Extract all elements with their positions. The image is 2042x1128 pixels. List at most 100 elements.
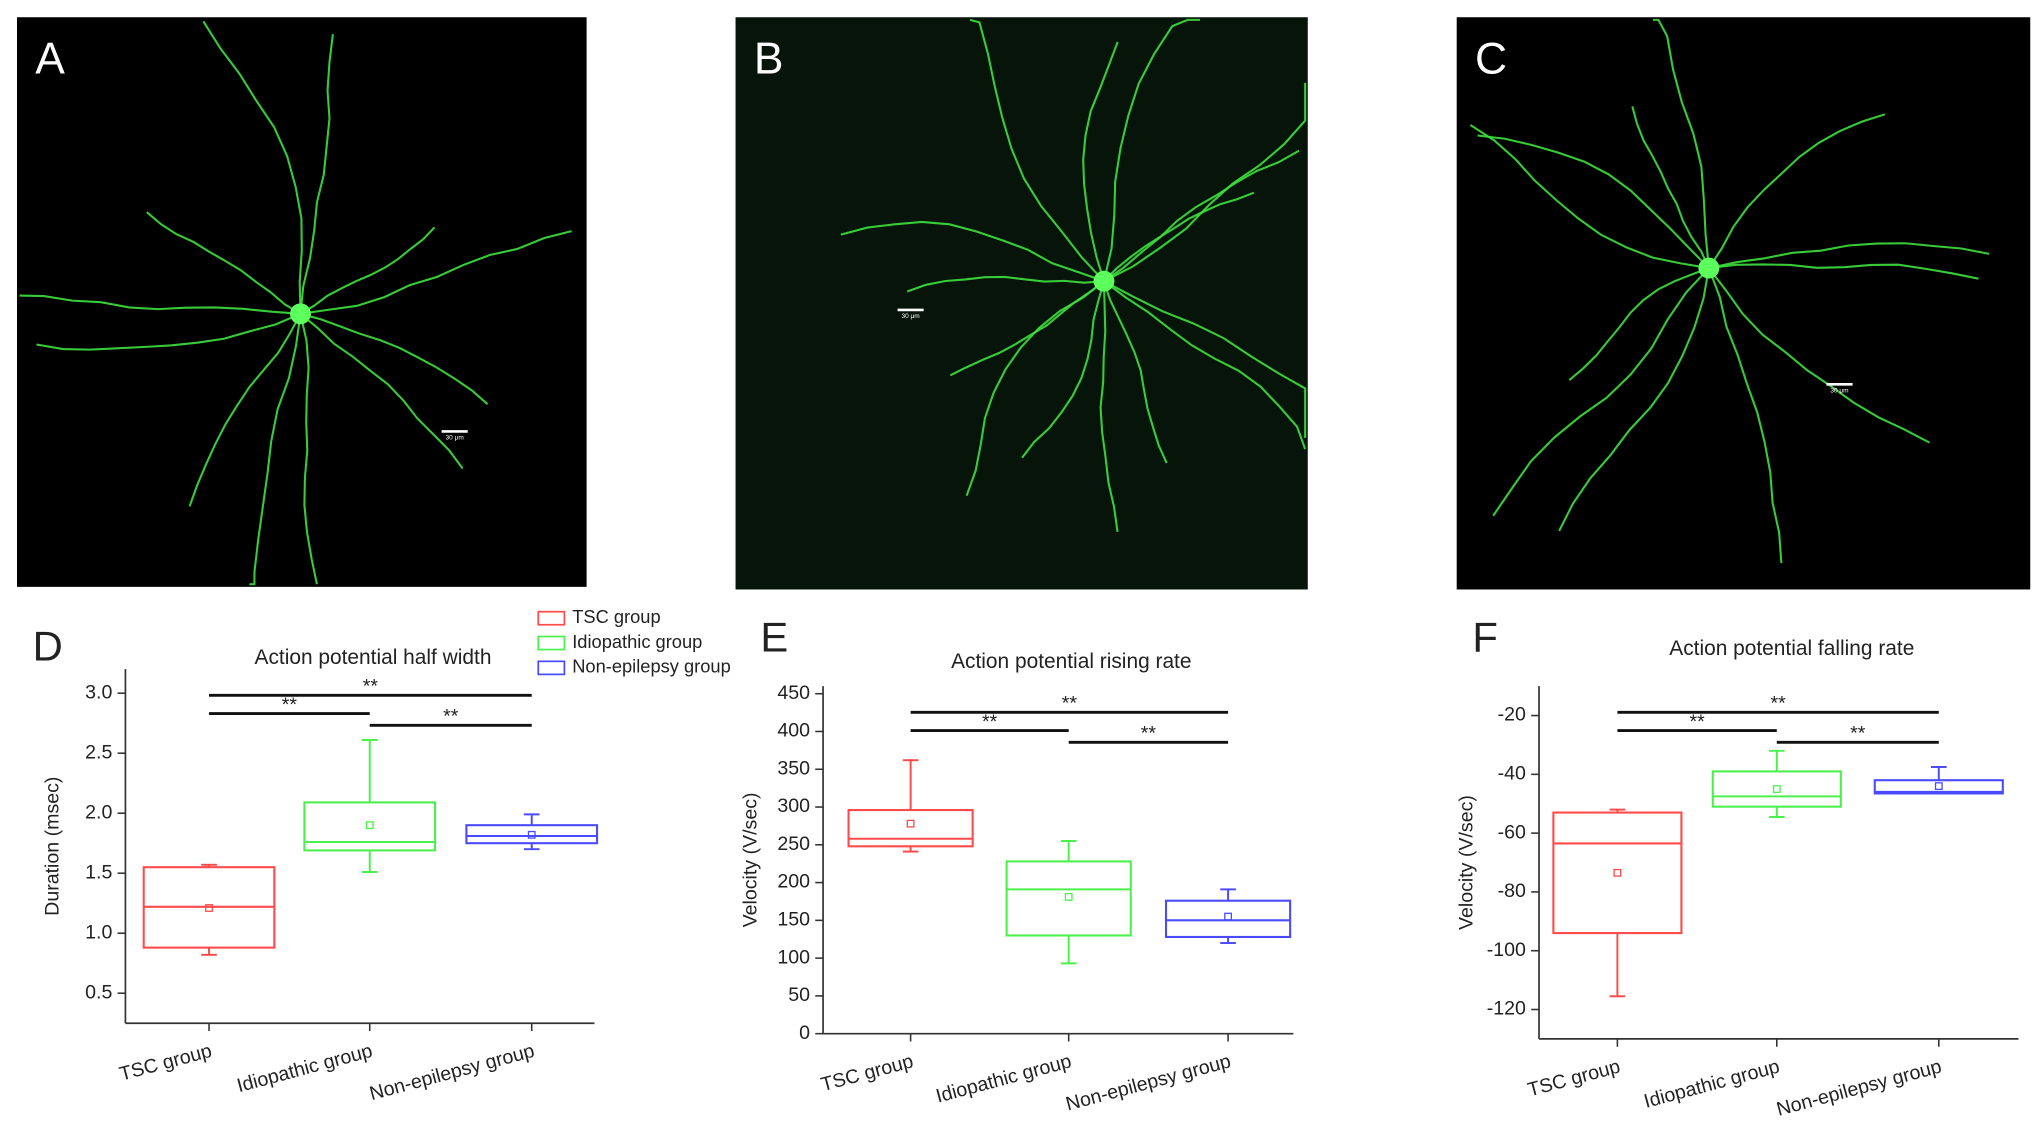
dendrite: [299, 226, 436, 315]
dendrite: [300, 312, 489, 406]
box: [1711, 770, 1842, 808]
scale-bar-label: 30 μm: [446, 435, 464, 442]
x-tick-label: Non-epilepsy group: [1064, 1050, 1234, 1115]
panel-label: D: [33, 623, 63, 670]
dendrite: [202, 20, 303, 314]
y-tick-label: 350: [777, 757, 810, 779]
box: [303, 801, 437, 852]
dendrite: [1103, 280, 1307, 438]
dendrite: [1469, 124, 1710, 270]
dendrite: [299, 313, 464, 470]
dendrite: [1708, 263, 1979, 280]
dendrite: [1708, 242, 1990, 270]
significance-label: **: [1141, 723, 1157, 745]
dendrite: [1102, 18, 1200, 282]
chart-title: Action potential rising rate: [951, 650, 1191, 673]
dendrite: [906, 275, 1105, 293]
soma: [1093, 270, 1115, 292]
legend-swatch: [537, 610, 566, 626]
dendrite: [1558, 267, 1710, 532]
significance-label: **: [1689, 711, 1705, 733]
y-tick-label: 0: [799, 1022, 810, 1044]
y-tick-label: 450: [777, 682, 810, 704]
mean: [1224, 912, 1232, 921]
dendrite: [1492, 267, 1710, 517]
dendrite: [1707, 267, 1783, 564]
soma: [1698, 257, 1720, 279]
neuron: [19, 20, 572, 586]
mean: [1934, 782, 1943, 791]
dendrite: [1103, 191, 1255, 282]
y-tick-label: 1.0: [85, 921, 112, 943]
dendrite: [146, 211, 302, 315]
mean: [906, 819, 915, 828]
dendrite: [1099, 281, 1119, 533]
box: [847, 809, 974, 848]
panel-label: C: [1475, 34, 1507, 83]
panel-label: F: [1472, 613, 1498, 660]
x-tick-label: TSC group: [117, 1040, 214, 1086]
y-tick-label: -100: [1487, 939, 1526, 961]
dendrite: [1082, 41, 1119, 282]
dendrite: [949, 280, 1105, 377]
dendrite: [188, 313, 302, 507]
dendrite: [1103, 82, 1307, 283]
mean: [1064, 893, 1073, 901]
y-tick-label: 100: [777, 946, 810, 968]
x-tick-label: Idiopathic group: [235, 1040, 375, 1097]
y-tick-label: 2.5: [85, 741, 112, 763]
panel-label: B: [754, 34, 784, 83]
scale-bar-label: 30 μm: [901, 313, 919, 320]
significance-label: **: [282, 694, 298, 716]
dendrite: [1568, 267, 1710, 381]
y-tick-label: 0.5: [85, 981, 112, 1003]
x-tick-label: TSC group: [819, 1050, 916, 1096]
box: [1873, 779, 2004, 795]
legend-swatch: [537, 660, 566, 676]
x-tick-label: Idiopathic group: [934, 1050, 1074, 1107]
y-tick-label: 400: [777, 720, 810, 742]
chart-title: Action potential half width: [255, 646, 492, 669]
panel-label: E: [760, 613, 788, 660]
micrograph: [1456, 17, 2031, 590]
y-tick-label: -60: [1498, 821, 1526, 843]
significance-label: **: [982, 711, 998, 733]
y-tick-label: 3.0: [85, 681, 112, 703]
dendrite: [969, 18, 1105, 282]
y-tick-label: 150: [777, 909, 810, 931]
dendrite: [965, 280, 1105, 497]
chart-title: Action potential falling rate: [1669, 637, 1914, 660]
y-tick-label: 200: [777, 871, 810, 893]
y-tick-label: 300: [777, 795, 810, 817]
significance-label: **: [1062, 693, 1078, 715]
y-axis-label: Velocity (V/sec): [739, 792, 761, 927]
scale-bar-label: 30 μm: [1830, 388, 1848, 395]
dendrite: [1631, 106, 1710, 269]
significance-label: **: [1850, 723, 1866, 745]
significance-label: **: [1770, 693, 1786, 715]
dendrite: [1103, 149, 1300, 283]
legend-label: Non-epilepsy group: [572, 656, 731, 677]
dendrite: [1102, 280, 1168, 464]
dendrite: [36, 312, 301, 351]
y-axis-label: Duration (msec): [42, 777, 64, 916]
x-tick-label: Non-epilepsy group: [1774, 1056, 1944, 1121]
dendrite: [1707, 113, 1886, 269]
y-tick-label: 1.5: [85, 861, 112, 883]
legend-swatch: [537, 635, 566, 651]
dendrite: [299, 33, 334, 314]
significance-label: **: [363, 676, 379, 698]
box: [1005, 860, 1132, 937]
box: [465, 824, 599, 845]
dendrite: [840, 220, 1105, 283]
mean: [527, 830, 536, 839]
neuron: [1469, 18, 1990, 564]
y-axis-label: Velocity (V/sec): [1455, 795, 1477, 930]
dendrite: [1103, 280, 1307, 450]
y-tick-label: -40: [1498, 763, 1526, 785]
neuron: [840, 18, 1307, 533]
legend-label: TSC group: [572, 606, 660, 627]
y-tick-label: 2.0: [85, 801, 112, 823]
dendrite: [1652, 18, 1710, 269]
